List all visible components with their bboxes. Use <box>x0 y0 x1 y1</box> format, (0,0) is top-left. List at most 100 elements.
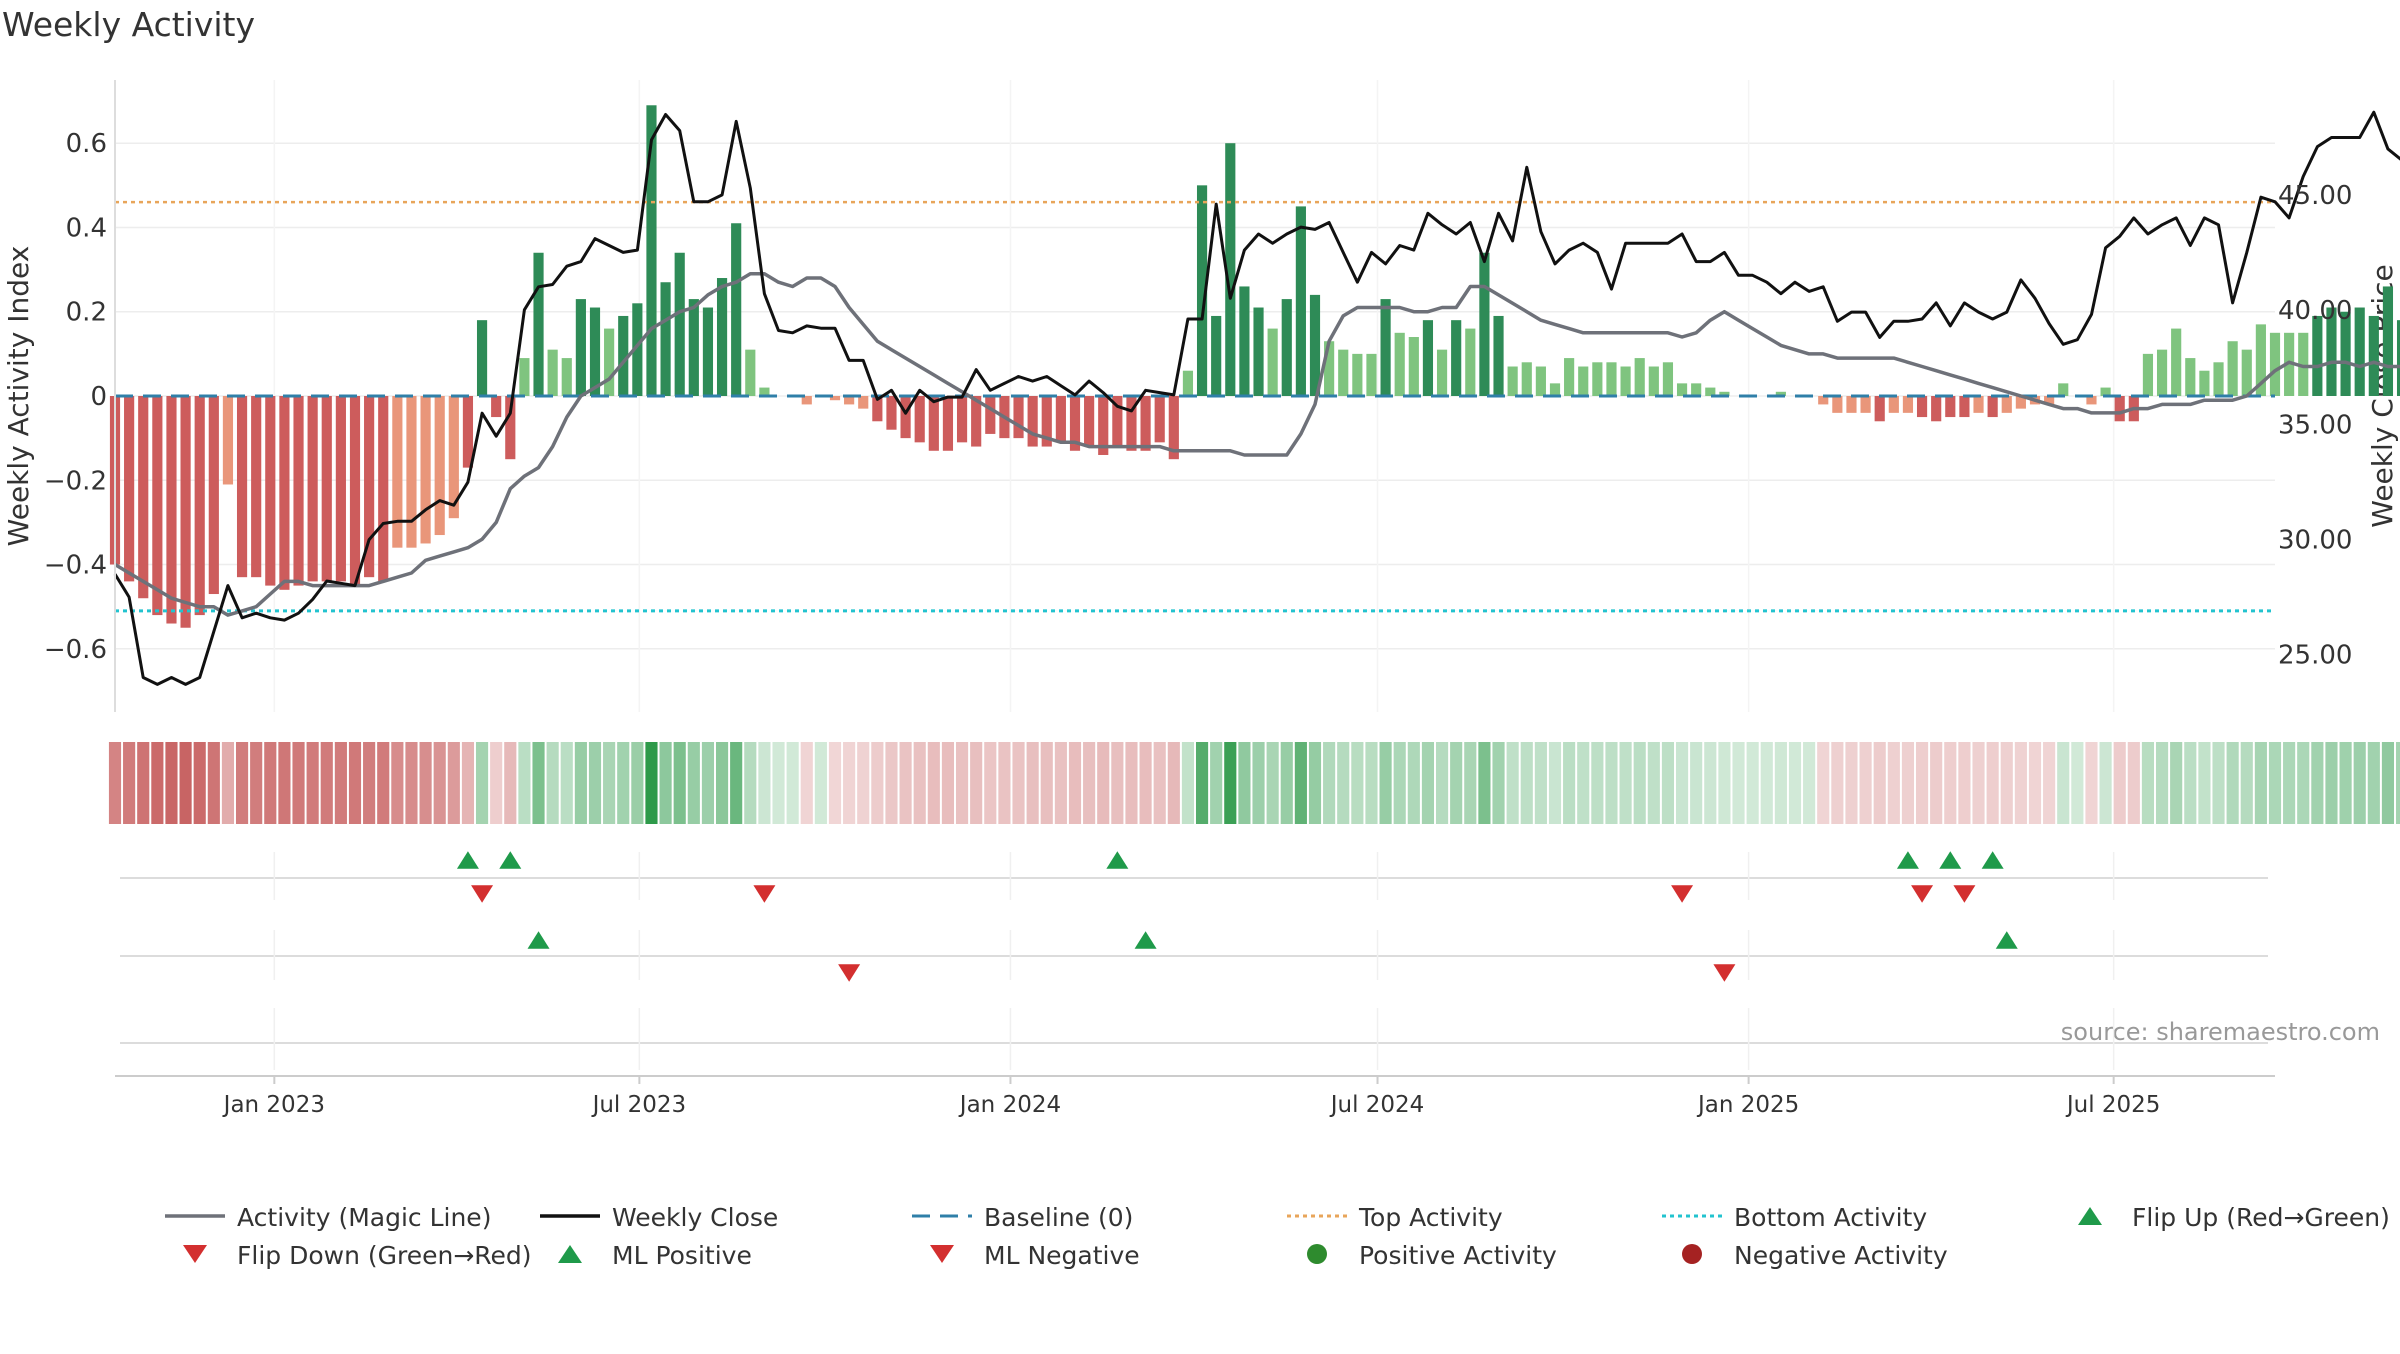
ribbon-cell <box>2085 742 2098 824</box>
activity-bar <box>900 396 911 439</box>
ml-negative-marker <box>838 964 861 982</box>
ml-positive-marker <box>527 931 550 949</box>
activity-bar <box>1225 143 1236 396</box>
ribbon-cell <box>405 742 418 824</box>
activity-bar <box>1027 396 1038 447</box>
ribbon-cell <box>1845 742 1858 824</box>
ribbon-cell <box>588 742 602 824</box>
ribbon-cell <box>1732 742 1745 824</box>
activity-bar <box>716 278 728 396</box>
activity-bar <box>505 396 516 460</box>
ribbon-cell <box>2057 742 2070 824</box>
ribbon-cell <box>1464 742 1477 824</box>
ribbon-cell <box>1450 742 1463 824</box>
legend-label: Negative Activity <box>1734 1241 1948 1270</box>
activity-bar <box>2269 332 2281 396</box>
ribbon-cell <box>235 742 249 824</box>
legend-label: ML Negative <box>984 1241 1140 1270</box>
legend-swatch-triangle-up <box>2078 1207 2102 1225</box>
ribbon-cell <box>447 742 460 824</box>
activity-bar <box>660 282 671 396</box>
activity-bar <box>1380 299 1391 396</box>
legend-label: Weekly Close <box>612 1203 778 1232</box>
ribbon-cell <box>207 742 220 824</box>
legend-swatch-triangle-down <box>930 1245 954 1263</box>
activity-bar <box>166 396 177 624</box>
activity-bar <box>1126 396 1137 451</box>
ribbon-cell <box>1478 742 1491 824</box>
activity-bar <box>1451 320 1462 396</box>
ribbon-cell <box>2141 742 2155 824</box>
activity-bar <box>1916 396 1928 418</box>
ribbon-cell <box>701 742 715 824</box>
left-tick-label: 0.6 <box>66 129 107 159</box>
ribbon-cell <box>1351 742 1364 824</box>
ribbon-cell <box>292 742 305 824</box>
ribbon-cell <box>2127 742 2140 824</box>
flip-up-marker <box>1896 851 1919 869</box>
threshold-lines <box>115 200 2275 613</box>
activity-bar <box>1309 294 1321 396</box>
flip-up-marker <box>1939 851 1962 869</box>
ribbon-cell <box>1690 742 1703 824</box>
ribbon-cell <box>264 742 277 824</box>
ribbon-cell <box>1817 742 1830 824</box>
activity-bar <box>222 396 234 485</box>
ribbon-cell <box>2367 742 2380 824</box>
ribbon-cell <box>1026 742 1039 824</box>
ribbon-cell <box>504 742 517 824</box>
ribbon-cell <box>1210 742 1223 824</box>
ribbon-cell <box>1379 742 1392 824</box>
ribbon-cell <box>1548 742 1562 824</box>
ribbon-cell <box>1393 742 1406 824</box>
activity-bar <box>702 307 714 396</box>
ribbon-cell <box>687 742 700 824</box>
activity-bar <box>1253 307 1264 396</box>
ribbon-cell <box>2028 742 2042 824</box>
ribbon-cell <box>970 742 983 824</box>
ribbon-cell <box>1224 742 1237 824</box>
x-tick-label: Jul 2023 <box>591 1092 687 1118</box>
ribbon-cell <box>193 742 206 824</box>
legend-label: Activity (Magic Line) <box>237 1203 491 1232</box>
activity-bar <box>138 396 149 599</box>
activity-bar <box>1705 387 1716 396</box>
ribbon-cell <box>574 742 587 824</box>
ribbon-cell <box>348 742 362 824</box>
flip-down-marker <box>1671 885 1694 903</box>
ribbon-cell <box>1633 742 1646 824</box>
legend-item: Bottom Activity <box>1662 1203 1927 1232</box>
activity-bar <box>1338 349 1349 396</box>
ml-negative-marker <box>1713 964 1736 982</box>
ribbon-cell <box>2071 742 2084 824</box>
series-lines <box>113 110 2400 686</box>
ribbon-cell <box>1083 742 1096 824</box>
legend-swatch-circle <box>1682 1244 1702 1264</box>
ribbon-cell <box>645 742 658 824</box>
ribbon-cell <box>2325 742 2338 824</box>
ribbon-cell <box>1887 742 1900 824</box>
ribbon-cell <box>2014 742 2027 824</box>
activity-bar <box>1408 337 1419 396</box>
activity-bar <box>2001 396 2012 413</box>
ribbon-cell <box>1944 742 1957 824</box>
chart-title: Weekly Activity <box>2 5 255 44</box>
activity-bar <box>180 396 191 628</box>
ribbon-cell <box>1958 742 1971 824</box>
ribbon-cell <box>334 742 347 824</box>
x-tick-label: Jan 2023 <box>222 1092 325 1118</box>
flip-down-marker <box>1953 885 1976 903</box>
ribbon-cell <box>108 742 122 824</box>
activity-bar <box>2396 320 2400 396</box>
legend-label: Baseline (0) <box>984 1203 1133 1232</box>
ribbon-cell <box>1930 742 1943 824</box>
ribbon-cell <box>1915 742 1929 824</box>
ribbon-cell <box>1873 742 1886 824</box>
activity-bar <box>236 396 248 578</box>
activity-bar <box>1592 362 1603 396</box>
ribbon-cell <box>2381 742 2395 824</box>
ribbon-cell <box>941 742 955 824</box>
activity-bar <box>2185 358 2196 396</box>
activity-bar <box>1239 286 1250 396</box>
